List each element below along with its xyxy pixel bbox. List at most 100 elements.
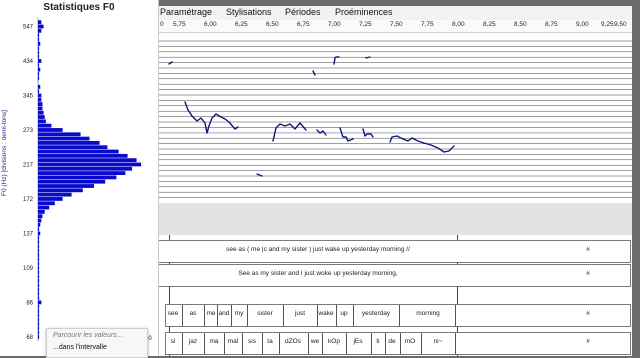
histogram-bar [38, 274, 40, 279]
phone-label: ta [267, 338, 273, 345]
y-tick-label: 547 [23, 24, 34, 30]
y-tick-label: 434 [23, 59, 34, 65]
histogram-bar [38, 24, 44, 29]
histogram-bar [38, 231, 41, 236]
f0-histogram[interactable]: 547 434 345 273 217 172 137 109 86 68 F0 (Hz) [di… [0, 16, 158, 341]
y-tick-label: 217 [23, 162, 34, 168]
phone-label: si [170, 338, 176, 345]
histogram-bar [38, 209, 45, 214]
histogram-bar [38, 188, 83, 193]
histogram-bar [38, 278, 40, 283]
histogram-bar [38, 102, 43, 107]
ruler-tick-label: 6,50 [266, 21, 279, 28]
f0-contour-segment [312, 70, 316, 76]
histogram-bar [38, 313, 40, 318]
histogram-bar [38, 192, 72, 197]
histogram-bar [38, 63, 40, 68]
histogram-bar [38, 50, 40, 55]
menu-stylisations[interactable]: Stylisations [226, 7, 272, 17]
word-label: see [167, 310, 179, 317]
sentence-orthographic: See as my sister and I just woke up yest… [238, 270, 398, 277]
phone-label: ma [209, 338, 219, 345]
histogram-bar [38, 41, 41, 46]
menu-item-in-interval[interactable]: ...dans l'intervalle [53, 344, 107, 351]
tier-sentence-orthographic[interactable]: See as my sister and I just woke up yest… [157, 264, 631, 287]
histogram-bar [38, 97, 42, 102]
y-tick-label: 86 [26, 300, 33, 306]
histogram-bar [38, 136, 90, 141]
histogram-bar [38, 110, 44, 115]
f0-contour-segment [389, 135, 455, 153]
histogram-bar [38, 132, 81, 137]
ruler-tick-label: 7,50 [390, 21, 403, 28]
ruler-tick-label: 6,25 [235, 21, 248, 28]
histogram-bar [38, 330, 40, 335]
histogram-bar [38, 166, 133, 171]
y-tick-label: 137 [23, 231, 34, 237]
phone-label: jEs [353, 338, 363, 345]
phone-label: kOp [328, 338, 340, 345]
tier-sentence-transcription[interactable]: see as ( me |c and my sister ) just wake… [157, 240, 631, 263]
y-tick-label: 273 [23, 128, 34, 134]
histogram-bar [38, 201, 55, 206]
histogram-bar [38, 287, 40, 292]
histogram-bar [38, 141, 100, 145]
phone-label: jaz [188, 338, 198, 345]
ruler-tick-label: 8,50 [514, 21, 527, 28]
word-label: as [189, 310, 197, 317]
ruler-tick-label: 9,00 [576, 21, 589, 28]
histogram-bar [38, 291, 40, 296]
y-tick-label: 68 [26, 335, 33, 341]
histogram-bar [38, 214, 43, 219]
word-label: wake [318, 310, 334, 317]
f0-contour-segment [333, 56, 340, 65]
histogram-bar [38, 266, 40, 270]
word-label: me [206, 310, 216, 317]
ruler-tick-label: 0 [160, 21, 164, 28]
histogram-bar [38, 300, 42, 305]
histogram-bar [38, 205, 50, 210]
histogram-bar [38, 67, 41, 72]
ruler-tick-label: 7,25 [359, 21, 372, 28]
ruler-tick-label: 6,75 [297, 21, 310, 28]
f0-curve-panel[interactable] [152, 33, 632, 237]
histogram-bar [38, 334, 40, 339]
histogram-bar [38, 149, 119, 154]
separator-band [152, 203, 632, 235]
phone-label: ti [376, 338, 380, 345]
phone-label: dZOs [285, 338, 301, 345]
word-label: my [234, 310, 244, 317]
menu-parametrage[interactable]: Paramétrage [160, 7, 213, 17]
f0-contour-segment [339, 127, 354, 142]
ruler-tick-label: 7,00 [328, 21, 341, 28]
histogram-bar [38, 179, 106, 184]
time-ruler: 0 5,75 6,00 6,25 6,50 6,75 7,00 7,25 7,5… [152, 20, 632, 33]
histogram-bar [38, 270, 40, 275]
segment-boundary [169, 235, 170, 356]
f0-contour-segment [362, 128, 374, 138]
histogram-bar [38, 197, 63, 201]
histogram-bar [38, 93, 42, 98]
tier-words[interactable]: see as me and my sister just wake up yes… [165, 304, 631, 327]
tier-end-mark: # [586, 338, 590, 345]
ruler-tick-label: 8,25 [483, 21, 496, 28]
word-label: sister [257, 310, 273, 317]
histogram-bar [38, 20, 42, 25]
histogram-bar [38, 235, 40, 240]
histogram-bar [38, 158, 137, 163]
ruler-tick-label: 9,25 [601, 21, 614, 28]
x-axis-tick-label: 00 [145, 336, 152, 341]
menu-periodes[interactable]: Périodes [285, 7, 321, 17]
histogram-bar [38, 261, 40, 266]
menu-proeminences[interactable]: Proéminences [335, 7, 393, 17]
menu-item-browse-values[interactable]: Parcourir les valeurs... [53, 332, 123, 339]
annotation-tiers: see as ( me |c and my sister ) just wake… [152, 235, 632, 356]
y-tick-label: 109 [23, 266, 34, 272]
histogram-bar [38, 296, 40, 300]
histogram-bar [38, 175, 117, 180]
phone-label: mO [404, 338, 416, 345]
histogram-bar [38, 76, 40, 81]
histogram-bar [38, 37, 40, 42]
histogram-bar [38, 33, 40, 38]
tier-phones[interactable]: si jaz ma mal sis ta dZOs we kOp jEs ti … [165, 332, 631, 355]
